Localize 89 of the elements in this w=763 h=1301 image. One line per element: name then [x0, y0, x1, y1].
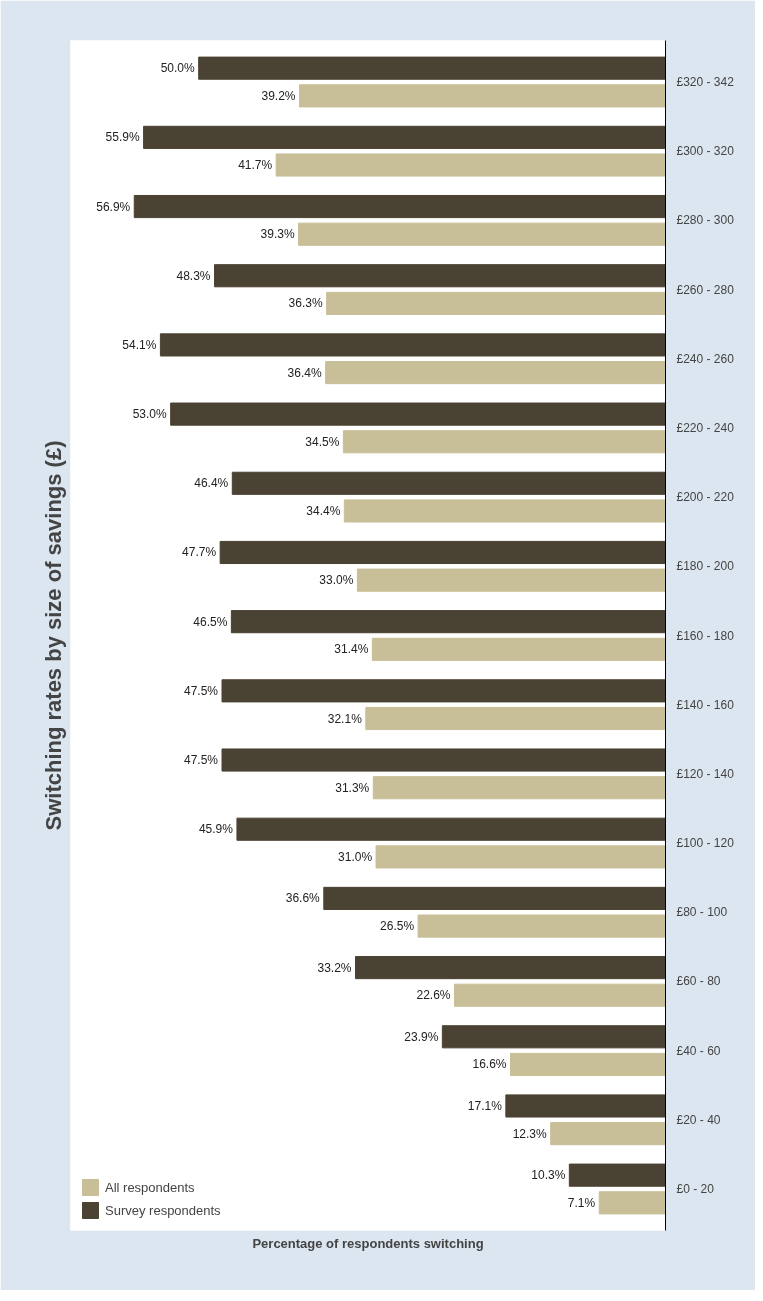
bar [355, 956, 666, 980]
bar [323, 886, 666, 910]
text: Switching rates by size of savings (£) [40, 440, 66, 831]
data-label: 36.6% [285, 891, 321, 906]
bar [505, 1094, 666, 1118]
bar [453, 983, 666, 1007]
data-label: 54.1% [122, 337, 157, 352]
bar [371, 637, 666, 661]
data-label: 53.0% [132, 407, 167, 422]
bar [598, 1191, 666, 1215]
data-label: 41.7% [238, 158, 273, 173]
y-tick-label: £0 - 20 [676, 1181, 715, 1196]
bar [133, 194, 666, 219]
y-tick-label: £40 - 60 [676, 1043, 721, 1058]
y-tick-label: £180 - 200 [676, 559, 735, 574]
y-tick-label: £220 - 240 [676, 420, 735, 435]
y-tick-label: £80 - 100 [676, 905, 728, 920]
data-label: 47.7% [182, 545, 217, 560]
bar [198, 56, 666, 80]
y-tick-label: £280 - 300 [676, 213, 735, 228]
data-label: 7.1% [567, 1195, 596, 1210]
data-label: 50.0% [160, 61, 195, 76]
data-label: 23.9% [404, 1029, 439, 1044]
data-label: 10.3% [531, 1168, 566, 1183]
bar [230, 610, 666, 634]
data-label: 47.5% [183, 683, 219, 698]
bar [170, 402, 666, 426]
data-label: 39.2% [261, 88, 296, 103]
y-tick-label: £160 - 180 [676, 628, 735, 643]
y-tick-label: £240 - 260 [676, 351, 735, 366]
data-label: 36.3% [288, 296, 323, 311]
bar [275, 153, 666, 177]
legend-label: Survey respondents [105, 1202, 221, 1218]
data-label: 31.4% [334, 642, 369, 657]
data-label: 26.5% [380, 919, 415, 934]
data-label: 17.1% [467, 1098, 503, 1113]
bar [568, 1163, 666, 1187]
data-label: 12.3% [512, 1126, 547, 1141]
bar [298, 222, 666, 246]
data-label: 39.3% [260, 227, 295, 242]
data-label: 46.5% [193, 614, 228, 629]
bar [375, 845, 666, 869]
y-tick-label: £300 - 320 [676, 144, 735, 159]
bar [441, 1025, 666, 1049]
y-tick-label: £200 - 220 [676, 490, 735, 505]
bar [326, 291, 666, 315]
bar [236, 817, 666, 841]
data-label: 48.3% [176, 268, 211, 283]
data-label: 33.0% [319, 573, 354, 588]
y-tick-label: £20 - 40 [676, 1112, 721, 1127]
bar [299, 84, 666, 108]
bar [219, 540, 666, 565]
data-label: 32.1% [327, 711, 363, 726]
bar [214, 264, 666, 288]
y-tick-label: £120 - 140 [676, 766, 735, 781]
data-label: 34.4% [306, 503, 341, 518]
x-axis-title: Percentage of respondents switching [252, 1235, 484, 1251]
bar [143, 125, 666, 149]
data-label: 56.9% [96, 199, 131, 214]
data-label: 22.6% [416, 988, 451, 1003]
y-tick-label: £140 - 160 [676, 697, 735, 712]
bar [372, 776, 666, 800]
data-label: 31.3% [335, 780, 370, 795]
bar [342, 430, 666, 454]
data-label: 45.9% [198, 822, 234, 837]
bar [325, 361, 666, 385]
y-tick-label: £100 - 120 [676, 836, 735, 851]
bar [510, 1052, 666, 1077]
data-label: 55.9% [105, 130, 140, 145]
y-tick-label: £260 - 280 [676, 282, 735, 297]
data-label: 47.5% [183, 753, 219, 768]
data-label: 33.2% [317, 960, 352, 975]
data-label: 16.6% [472, 1057, 507, 1072]
bar [221, 748, 666, 772]
bar [231, 471, 666, 495]
bar [356, 568, 666, 592]
bar [221, 679, 666, 703]
bar [550, 1122, 666, 1146]
data-label: 36.4% [287, 365, 322, 380]
bar [343, 499, 666, 523]
bar [365, 706, 666, 731]
y-tick-label: £60 - 80 [676, 974, 721, 989]
bar [159, 333, 666, 357]
data-label: 31.0% [338, 849, 373, 864]
legend-label: All respondents [105, 1179, 195, 1195]
bar [417, 914, 666, 938]
data-label: 34.5% [305, 434, 340, 449]
data-label: 46.4% [194, 476, 229, 491]
y-tick-label: £320 - 342 [676, 75, 735, 90]
